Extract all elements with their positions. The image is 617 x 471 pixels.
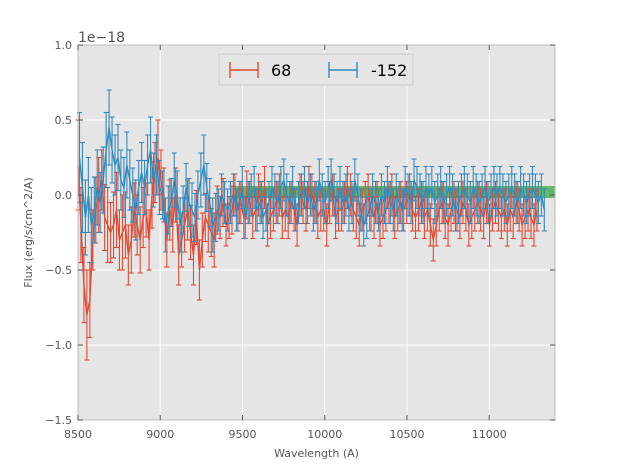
legend-entry-68: 68	[229, 61, 291, 80]
y-tick-label: 0.5	[55, 114, 73, 127]
legend-label-68: 68	[271, 61, 291, 80]
legend-symbol-68	[229, 62, 259, 78]
legend-label-152: -152	[371, 61, 407, 80]
x-tick-label: 10500	[389, 428, 424, 441]
y-tick-label: 1.0	[55, 39, 73, 52]
series-line-1	[78, 127, 545, 228]
y-tick-label: −1.5	[45, 414, 72, 427]
plot-frame	[77, 44, 556, 421]
series-layer	[75, 89, 547, 361]
x-tick-label: 9500	[228, 428, 256, 441]
legend: 68 -152	[218, 53, 414, 86]
axes: 8500 9000 9500 10000 10500 11000 −1.5 −1.0 −0.5 0…	[45, 39, 556, 441]
y-tick-label: 0.0	[55, 189, 73, 202]
x-axis-label: Wavelength (A)	[274, 447, 359, 460]
legend-entry-152: -152	[328, 61, 407, 80]
x-tick-label: 8500	[64, 428, 92, 441]
legend-symbol-152	[328, 62, 358, 78]
y-tick-label: −0.5	[45, 264, 72, 277]
y-tick-label: −1.0	[45, 339, 72, 352]
x-tick-label: 9000	[146, 428, 174, 441]
x-tick-label: 11000	[472, 428, 507, 441]
plot-background	[78, 45, 555, 420]
y-axis-label: Flux (erg/s/cm^2/A)	[22, 177, 35, 287]
series-1	[76, 89, 547, 264]
x-tick-label: 10000	[307, 428, 342, 441]
y-offset-label: 1e−18	[78, 30, 125, 46]
